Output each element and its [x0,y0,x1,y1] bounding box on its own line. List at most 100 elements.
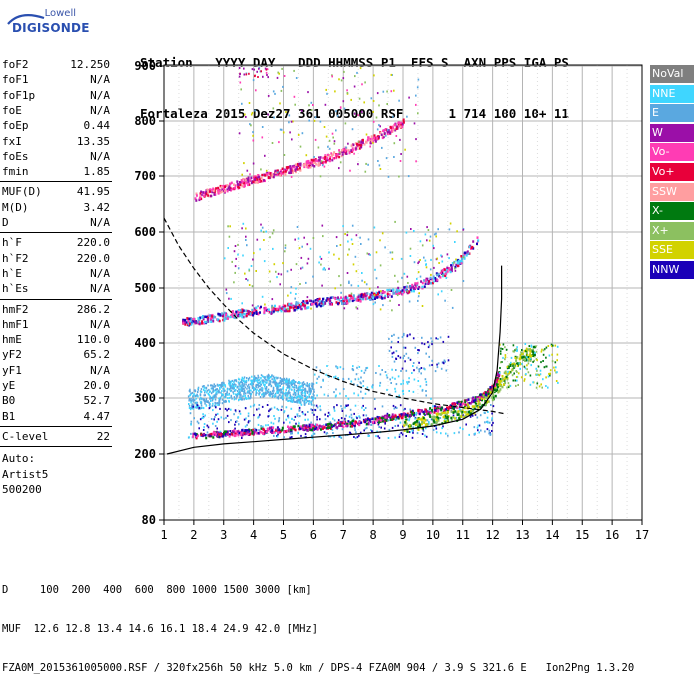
echo-lower-f [336,427,338,430]
param-b1: B1 4.47 [2,410,110,424]
echo-lower-f [202,416,205,419]
echo-scatter [435,235,437,238]
echo-third-hop [312,159,315,162]
echo-second-hop [205,315,208,319]
echo-f-spread [246,397,248,400]
echo-second-hop [460,259,463,263]
echo-lower-f [273,406,276,409]
echo-f-spread [300,389,302,392]
echo-f-spread [420,372,422,375]
echo-x-trace [486,396,489,400]
param-divider [0,232,112,234]
echo-f-spread [218,400,220,403]
echo-scatter [301,132,304,135]
y-tick-label: 700 [134,169,156,183]
echo-f-spread [266,392,268,394]
echo-scatter [322,235,324,238]
echo-lower-f [214,425,217,427]
echo-lower-f [304,413,307,416]
echo-scatter [289,291,292,294]
echo-f-spread [219,387,221,390]
echo-lower-f [291,436,293,439]
echo-f-spread [342,388,345,390]
echo-second-hop [207,314,210,318]
echo-lower-f [303,436,306,439]
echo-scatter [450,289,453,291]
echo-scatter [513,350,515,353]
echo-scatter [531,354,533,357]
echo-scatter [328,147,331,150]
echo-f-spread [360,369,363,372]
echo-third-hop [199,194,202,198]
echo-f-spread [264,381,266,384]
echo-f-spread [303,383,306,386]
echo-scatter [433,266,435,269]
echo-lower-f [207,426,210,429]
echo-scatter [549,369,552,372]
echo-lower-f [295,422,297,425]
echo-lower-f [298,409,301,412]
echo-lower-f [266,404,269,406]
echo-f-spread [295,381,297,383]
echo-third-hop [288,171,291,174]
param-value: N/A [90,282,110,296]
echo-second-hop [193,317,195,321]
echo-second-hop [348,294,351,297]
echo-third-hop [350,150,353,153]
echo-second-hop [231,315,234,318]
echo-second-hop [331,296,334,299]
echo-o-trace-f1 [225,432,228,436]
echo-third-hop [316,159,319,163]
echo-scatter [394,274,396,277]
echo-scatter [303,236,305,239]
echo-scatter [328,139,331,142]
echo-f-spread [308,387,310,390]
echo-lower-f [223,417,225,420]
echo-f-spread [240,381,243,383]
echo-f-spread [274,379,277,382]
echo-f-spread [195,403,198,406]
echo-scatter [257,76,259,78]
echo-second-hop [252,310,255,313]
echo-lower-f [384,421,386,424]
echo-scatter [391,309,393,312]
echo-third-hop [383,132,386,135]
echo-scatter [252,131,254,134]
echo-o-trace-f1 [223,430,226,433]
echo-f-spread [239,396,241,399]
echo-f-spread [191,404,193,407]
param-name: h`F [2,236,22,250]
echo-f-spread [210,384,212,387]
echo-scatter [413,230,415,232]
echo-third-hop [307,159,310,163]
echo-f-spread [275,395,277,398]
echo-scatter [234,245,237,247]
echo-lower-f [228,421,230,424]
echo-lower-f [285,406,288,409]
echo-f-spread [243,388,245,390]
echo-f-spread [300,396,302,399]
echo-f-spread [342,378,345,381]
echo-lower-f [428,408,431,411]
echo-f-spread [221,398,224,401]
echo-f-spread [259,391,261,394]
echo-third-hop [215,187,218,190]
echo-f-spread [194,395,197,398]
echo-o-trace-f1 [241,433,244,437]
echo-f-spread [403,332,405,335]
echo-scatter [404,148,406,151]
echo-x-trace [525,359,528,362]
echo-scatter [278,72,280,75]
echo-scatter [398,304,400,306]
echo-scatter [310,109,313,112]
echo-x-trace [405,422,408,425]
echo-third-hop [299,162,302,165]
echo-second-hop [279,308,282,312]
echo-x-trace [464,414,467,418]
echo-second-hop [374,295,377,299]
param-name: C-level [2,429,49,443]
echo-lower-f [291,432,293,435]
echo-scatter [297,133,300,136]
echo-scatter [375,251,378,254]
echo-f-spread [188,399,190,402]
